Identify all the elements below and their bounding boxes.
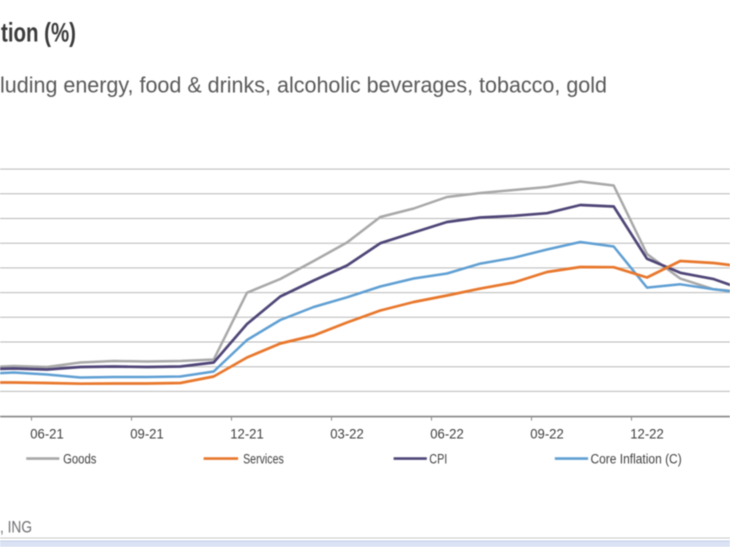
svg-text:, ING: , ING — [0, 518, 32, 537]
svg-text:CPI: CPI — [429, 452, 447, 467]
svg-text:09-21: 09-21 — [130, 426, 164, 442]
svg-text:09-22: 09-22 — [530, 426, 564, 442]
svg-text:Goods: Goods — [63, 452, 97, 467]
svg-text:tion (%): tion (%) — [1, 17, 76, 47]
svg-text:12-22: 12-22 — [630, 426, 664, 442]
svg-text:06-22: 06-22 — [430, 426, 464, 442]
svg-text:Services: Services — [243, 452, 284, 467]
svg-text:03-22: 03-22 — [330, 426, 364, 442]
svg-text:luding energy, food & drinks,: luding energy, food & drinks, alcoholic … — [0, 73, 607, 98]
svg-text:06-21: 06-21 — [30, 426, 64, 442]
svg-text:Core Inflation (C): Core Inflation (C) — [591, 452, 682, 467]
svg-text:12-21: 12-21 — [230, 426, 264, 442]
